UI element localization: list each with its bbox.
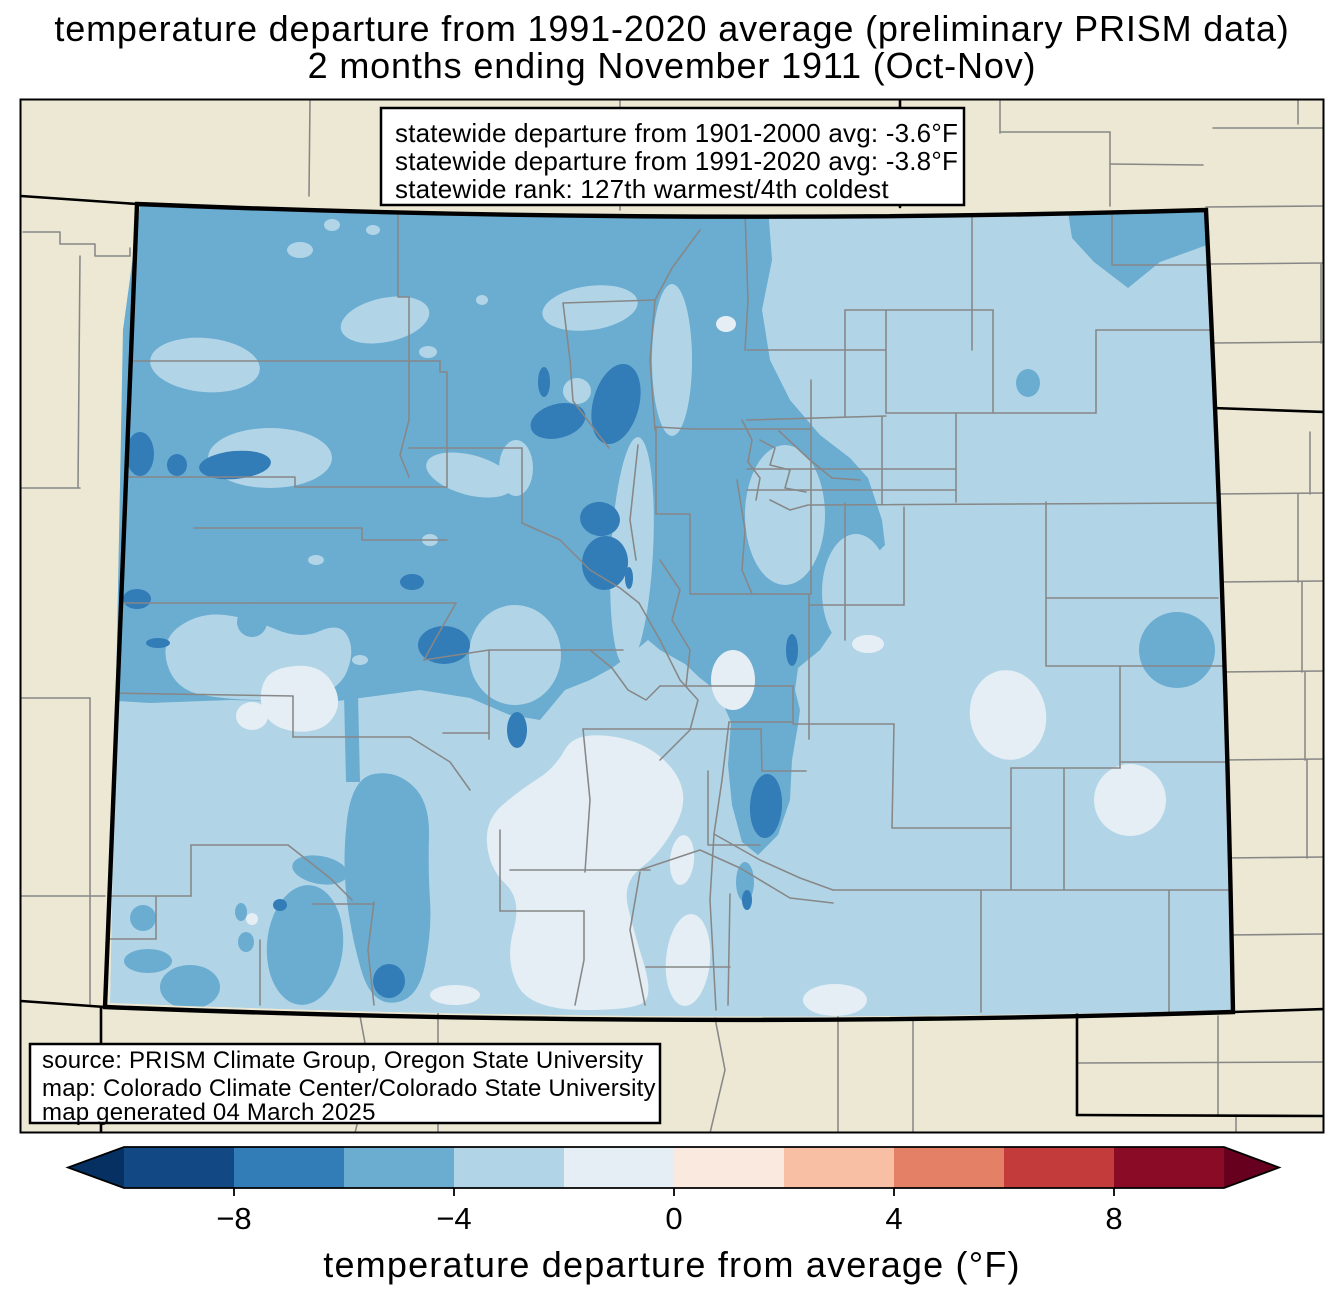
svg-text:temperature departure from ave: temperature departure from average (°F): [323, 1244, 1020, 1285]
svg-text:8: 8: [1105, 1201, 1122, 1236]
svg-text:statewide departure from 1991-: statewide departure from 1991-2020 avg: …: [395, 146, 958, 176]
svg-text:4: 4: [885, 1201, 902, 1236]
svg-text:map: Colorado Climate Center/C: map: Colorado Climate Center/Colorado St…: [42, 1075, 656, 1102]
svg-text:−8: −8: [216, 1201, 251, 1236]
svg-text:temperature departure from 199: temperature departure from 1991-2020 ave…: [54, 8, 1289, 49]
svg-text:statewide rank: 127th warmest/: statewide rank: 127th warmest/4th coldes…: [395, 174, 889, 204]
svg-text:−4: −4: [436, 1201, 471, 1236]
svg-text:0: 0: [665, 1201, 682, 1236]
svg-text:map generated 04 March 2025: map generated 04 March 2025: [42, 1099, 376, 1126]
svg-text:statewide departure from 1901-: statewide departure from 1901-2000 avg: …: [395, 118, 958, 148]
svg-text:source: PRISM Climate Group, O: source: PRISM Climate Group, Oregon Stat…: [42, 1047, 643, 1074]
svg-text:2 months ending November 1911: 2 months ending November 1911 (Oct-Nov): [308, 45, 1037, 86]
